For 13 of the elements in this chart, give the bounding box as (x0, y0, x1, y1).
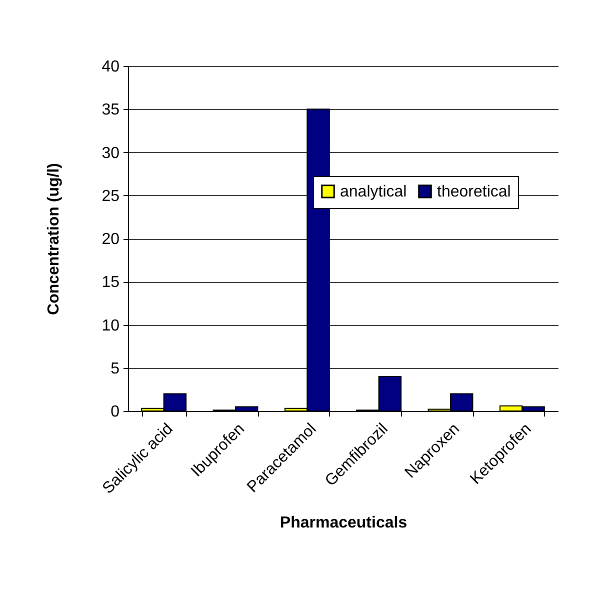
y-tick-label: 30 (102, 144, 120, 162)
y-tick-label: 40 (102, 58, 120, 76)
x-axis-title: Pharmaceuticals (280, 514, 408, 532)
y-tick-label: 20 (102, 231, 120, 248)
y-tick-label: 35 (102, 102, 120, 119)
legend-label: analytical (340, 183, 407, 200)
y-tick-label: 15 (102, 274, 120, 292)
y-tick-label: 10 (102, 317, 120, 334)
y-tick-label: 5 (110, 360, 120, 378)
legend-label: theoretical (437, 183, 511, 200)
y-tick-label: 0 (110, 404, 120, 420)
y-tick-label: 25 (102, 188, 120, 205)
y-axis-title: Concentration (ug/l) (46, 163, 63, 315)
